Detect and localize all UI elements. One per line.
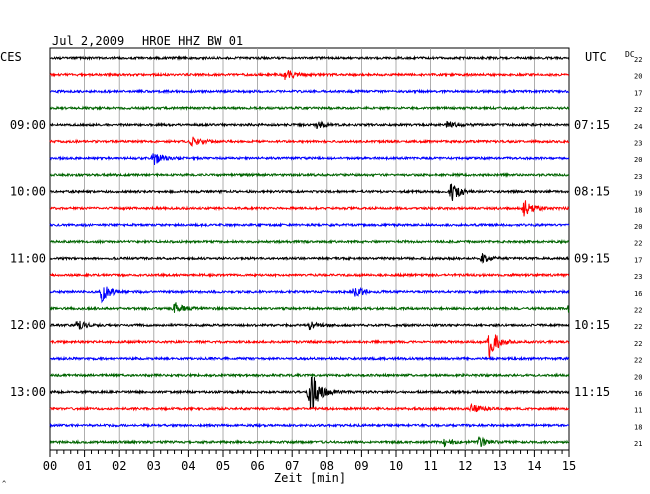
dc-offset-label: 20	[634, 373, 642, 381]
seismic-trace	[49, 70, 570, 81]
dc-offset-label: 20	[634, 73, 642, 81]
x-tick-label: 06	[250, 459, 264, 473]
dc-offset-label: 18	[634, 206, 642, 214]
seismic-trace	[49, 183, 570, 201]
local-time-label: 13:00	[10, 385, 46, 399]
plot-grid	[49, 47, 570, 451]
x-tick-label: 10	[389, 459, 403, 473]
dc-offset-label: 22	[634, 357, 642, 365]
utc-time-label: 09:15	[574, 251, 610, 265]
plot-frame	[49, 47, 570, 451]
seismic-trace	[49, 422, 570, 429]
dc-offset-label: 24	[634, 123, 642, 131]
date-label: Jul 2,2009	[52, 34, 124, 48]
dc-offset-label: 20	[634, 223, 642, 231]
dc-offset-label: 23	[634, 173, 642, 181]
dc-offset-label: 16	[634, 390, 642, 398]
seismic-trace	[49, 136, 570, 147]
seismic-trace	[49, 54, 570, 61]
local-time-label: 09:00	[10, 118, 46, 132]
seismic-trace	[49, 171, 570, 178]
local-time-label: 11:00	[10, 251, 46, 265]
local-time-label: 10:00	[10, 185, 46, 199]
dc-offset-label: 21	[634, 440, 642, 448]
seismic-trace	[49, 105, 570, 111]
dc-offset-label: 22	[634, 56, 642, 64]
local-time-label: 12:00	[10, 318, 46, 332]
seismic-trace	[49, 253, 570, 264]
x-tick-label: 11	[423, 459, 437, 473]
seismic-trace	[49, 376, 570, 410]
seismic-traces	[49, 54, 570, 448]
dc-offset-label: 22	[634, 323, 642, 331]
dc-offset-label: 16	[634, 290, 642, 298]
seismic-trace	[49, 272, 570, 279]
seismic-trace	[49, 320, 570, 331]
x-tick-label: 12	[458, 459, 472, 473]
dc-offset-label: 22	[634, 340, 642, 348]
x-tick-label: 00	[43, 459, 57, 473]
corner-mark: ^	[2, 480, 6, 488]
dc-offset-label: 18	[634, 423, 642, 431]
seismic-trace	[49, 153, 570, 166]
dc-offset-label: 19	[634, 190, 642, 198]
x-tick-label: 07	[285, 459, 299, 473]
x-tick-label: 03	[147, 459, 161, 473]
x-tick-label: 15	[562, 459, 576, 473]
dc-offset-label: 23	[634, 140, 642, 148]
seismic-trace	[49, 200, 570, 217]
dc-offset-label: 11	[634, 407, 642, 415]
dc-offset-label: 20	[634, 156, 642, 164]
utc-time-label: 10:15	[574, 318, 610, 332]
seismic-trace	[49, 436, 570, 448]
seismic-trace	[49, 88, 570, 95]
x-tick-label: 09	[354, 459, 368, 473]
dc-offset-label: 17	[634, 256, 642, 264]
x-axis-title: Zeit [min]	[274, 471, 346, 485]
seismic-trace	[49, 334, 570, 358]
utc-time-label: 11:15	[574, 385, 610, 399]
right-timezone-label: UTC	[585, 50, 607, 64]
x-tick-label: 13	[493, 459, 507, 473]
dc-offset-label: 22	[634, 307, 642, 315]
dc-offset-label: 22	[634, 106, 642, 114]
station-label: HROE HHZ BW 01	[142, 34, 243, 48]
x-tick-label: 05	[216, 459, 230, 473]
row-labels: 22 20 17 22 24 23 20 23 19 18 20 22 17 23 16 22 22 22 22 20…	[10, 56, 643, 448]
dc-offset-label: 17	[634, 89, 642, 97]
x-tick-label: 14	[527, 459, 541, 473]
dc-offset-label: 22	[634, 240, 642, 248]
x-tick-label: 04	[181, 459, 195, 473]
seismic-trace	[49, 238, 570, 245]
left-timezone-label: CES	[0, 50, 22, 64]
seismic-trace	[49, 286, 570, 304]
x-axis: 00 01 02 03 04 05 06 07 08 09 10 11 12 13 14 15	[43, 450, 576, 473]
plot-labels: Jul 2,2009 HROE HHZ BW 01 CES UTC DC Zei…	[0, 34, 635, 488]
dc-label: DC	[625, 50, 635, 59]
seismic-trace	[49, 120, 570, 130]
seismic-trace	[49, 355, 570, 362]
dc-offset-label: 23	[634, 273, 642, 281]
seismic-trace	[49, 221, 570, 228]
x-tick-label: 02	[112, 459, 126, 473]
seismic-trace	[49, 302, 570, 313]
seismic-trace	[49, 402, 570, 413]
x-tick-label: 01	[77, 459, 91, 473]
utc-time-label: 08:15	[574, 185, 610, 199]
seismic-trace	[49, 372, 570, 379]
x-tick-label: 08	[320, 459, 334, 473]
utc-time-label: 07:15	[574, 118, 610, 132]
